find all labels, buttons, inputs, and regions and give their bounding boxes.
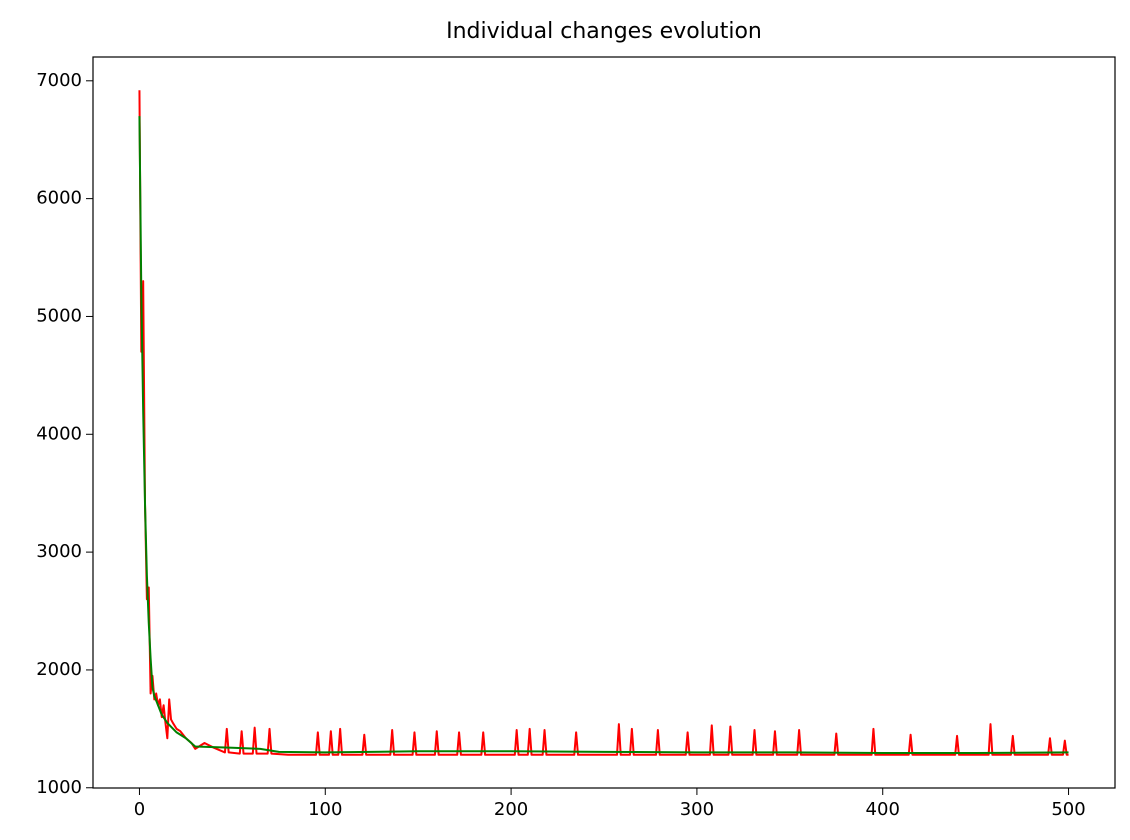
chart-title: Individual changes evolution <box>446 19 762 44</box>
line-series <box>138 90 1069 756</box>
line-series <box>138 116 1069 755</box>
x-tick-label: 400 <box>866 799 900 820</box>
y-tick-label: 6000 <box>36 188 82 209</box>
x-tick-label: 0 <box>134 799 145 820</box>
plot-frame <box>92 56 1116 789</box>
y-tick-label: 5000 <box>36 305 82 326</box>
y-tick-label: 2000 <box>36 659 82 680</box>
x-tick-label: 500 <box>1051 799 1085 820</box>
y-tick-label: 3000 <box>36 541 82 562</box>
y-tick-label: 7000 <box>36 70 82 91</box>
x-tick-label: 200 <box>494 799 528 820</box>
y-tick-label: 4000 <box>36 423 82 444</box>
y-tick-label: 1000 <box>36 777 82 798</box>
x-tick-label: 100 <box>308 799 342 820</box>
x-tick-label: 300 <box>680 799 714 820</box>
